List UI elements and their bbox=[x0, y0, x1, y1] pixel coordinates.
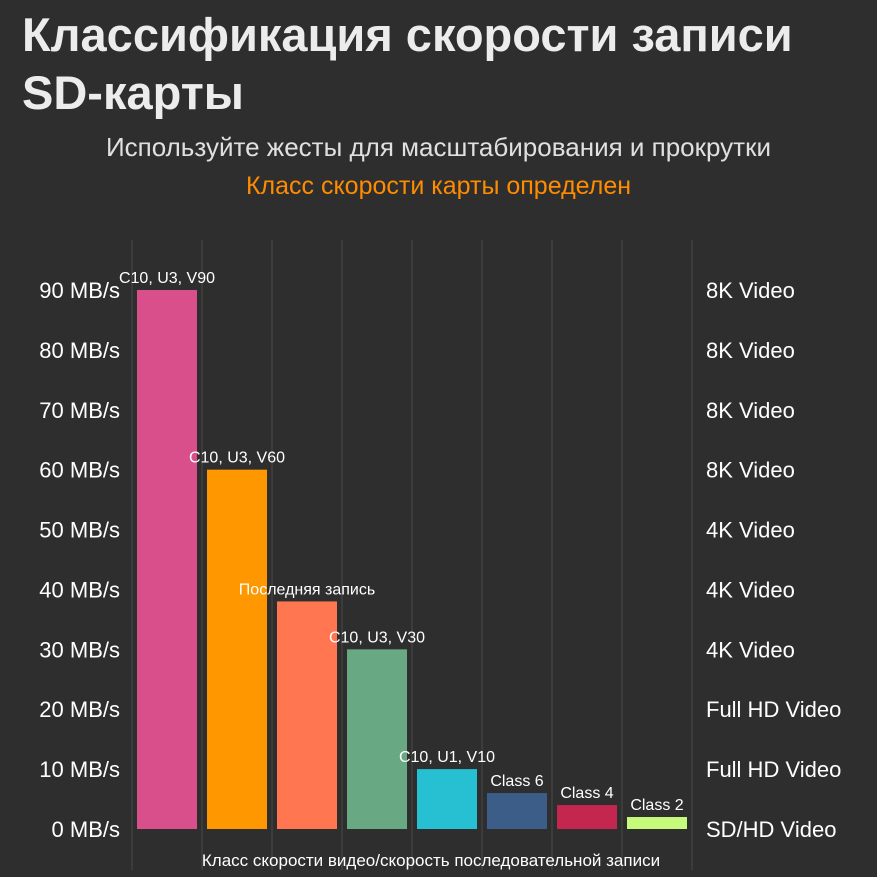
y-axis-labels: 0 MB/s 10 MB/s 20 MB/s 30 MB/s 40 MB/s 50 MB/… bbox=[39, 278, 120, 842]
chart-bars bbox=[137, 290, 687, 829]
bar[interactable] bbox=[277, 601, 337, 829]
y-tick-label: 40 MB/s bbox=[39, 577, 120, 602]
bar-label: Class 2 bbox=[630, 797, 683, 814]
y-tick-label: 10 MB/s bbox=[39, 757, 120, 782]
y-tick-label: 90 MB/s bbox=[39, 278, 120, 303]
right-tick-label: SD/HD Video bbox=[706, 817, 836, 842]
bar-label: C10, U3, V30 bbox=[329, 629, 425, 646]
right-tick-label: 8K Video bbox=[706, 458, 795, 483]
y-tick-label: 50 MB/s bbox=[39, 518, 120, 543]
right-axis-labels: SD/HD Video Full HD Video Full HD Video 4K … bbox=[706, 278, 841, 842]
right-tick-label: Full HD Video bbox=[706, 697, 841, 722]
bar[interactable] bbox=[137, 290, 197, 829]
bar[interactable] bbox=[347, 649, 407, 829]
y-tick-label: 80 MB/s bbox=[39, 338, 120, 363]
right-tick-label: 4K Video bbox=[706, 577, 795, 602]
y-tick-label: 60 MB/s bbox=[39, 458, 120, 483]
bar[interactable] bbox=[207, 469, 267, 829]
y-tick-label: 30 MB/s bbox=[39, 637, 120, 662]
chart-grid bbox=[131, 240, 693, 870]
right-tick-label: 4K Video bbox=[706, 518, 795, 543]
bar[interactable] bbox=[487, 793, 547, 829]
bar-label: C10, U3, V60 bbox=[189, 450, 285, 467]
bar-label: C10, U3, V90 bbox=[119, 270, 215, 287]
right-tick-label: Full HD Video bbox=[706, 757, 841, 782]
bar[interactable] bbox=[557, 805, 617, 829]
bar-label: Последняя запись bbox=[239, 581, 375, 598]
right-tick-label: 8K Video bbox=[706, 338, 795, 363]
y-tick-label: 70 MB/s bbox=[39, 398, 120, 423]
right-tick-label: 8K Video bbox=[706, 278, 795, 303]
right-tick-label: 8K Video bbox=[706, 398, 795, 423]
right-tick-label: 4K Video bbox=[706, 637, 795, 662]
gesture-hint: Используйте жесты для масштабирования и … bbox=[105, 132, 771, 162]
bar-label: Class 6 bbox=[490, 773, 543, 790]
bar[interactable] bbox=[417, 769, 477, 829]
status-message: Класс скорости карты определен bbox=[245, 172, 632, 200]
x-axis-label: Класс скорости видео/скорость последоват… bbox=[202, 851, 660, 870]
bar-label: Class 4 bbox=[560, 785, 613, 802]
y-tick-label: 20 MB/s bbox=[39, 697, 120, 722]
y-tick-label: 0 MB/s bbox=[52, 817, 120, 842]
bar[interactable] bbox=[627, 817, 687, 829]
page-title: Классификация скорости записи SD-карты bbox=[22, 8, 793, 119]
bar-labels: C10, U3, V90 C10, U3, V60 Последняя запись… bbox=[119, 270, 684, 814]
bar-label: C10, U1, V10 bbox=[399, 749, 495, 766]
